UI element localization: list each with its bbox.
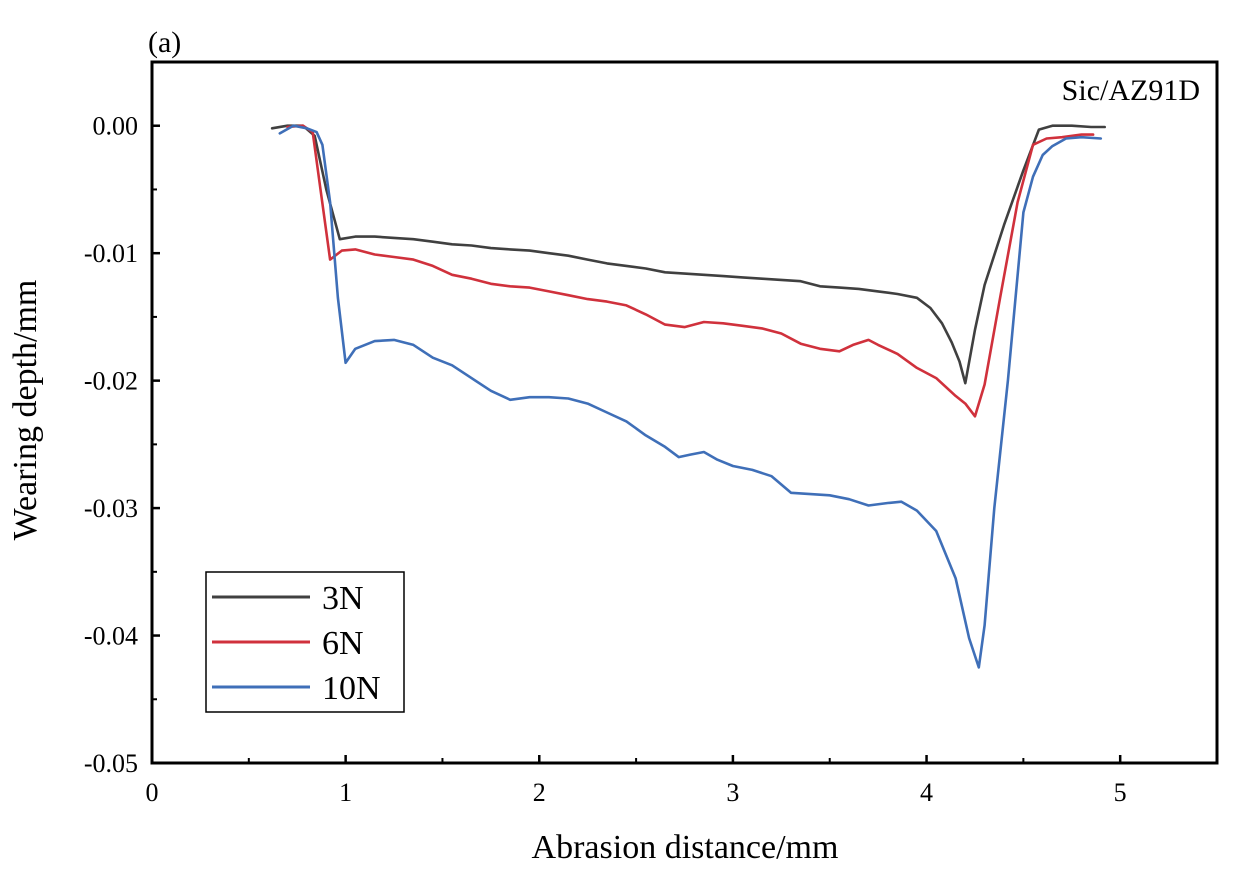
material-annotation: Sic/AZ91D: [1062, 74, 1200, 107]
y-tick-label: 0.00: [93, 112, 139, 141]
y-tick-label: -0.01: [84, 239, 138, 268]
legend-label-10n: 10N: [322, 670, 381, 707]
x-axis-title: Abrasion distance/mm: [532, 829, 839, 866]
legend-label-6n: 6N: [322, 625, 364, 662]
x-tick-label: 3: [726, 778, 739, 807]
y-axis-title: Wearing depth/mm: [7, 280, 44, 541]
x-tick-label: 0: [146, 778, 159, 807]
series-line-10n: [278, 124, 1103, 669]
legend-label-3n: 3N: [322, 580, 364, 617]
series-line-6n: [286, 124, 1095, 418]
x-tick-label: 2: [533, 778, 546, 807]
plot-frame: [150, 60, 1219, 765]
x-tick-label: 1: [339, 778, 352, 807]
y-tick-label: -0.04: [84, 622, 138, 651]
series-line-3n: [270, 124, 1106, 385]
legend: 3N 6N 10N: [205, 571, 405, 713]
y-tick-label: -0.02: [84, 367, 138, 396]
y-tick-label: -0.03: [84, 494, 138, 523]
axes-layer: 0 1 2 3 4 5 0.00 -0.01 -0.02 -0.03 -0.04 -0.05: [84, 61, 1127, 807]
y-tick-label: -0.05: [84, 749, 138, 778]
series-layer: [270, 124, 1106, 669]
x-tick-label: 5: [1114, 778, 1127, 807]
x-tick-label: 4: [920, 778, 933, 807]
panel-label: (a): [148, 26, 181, 59]
